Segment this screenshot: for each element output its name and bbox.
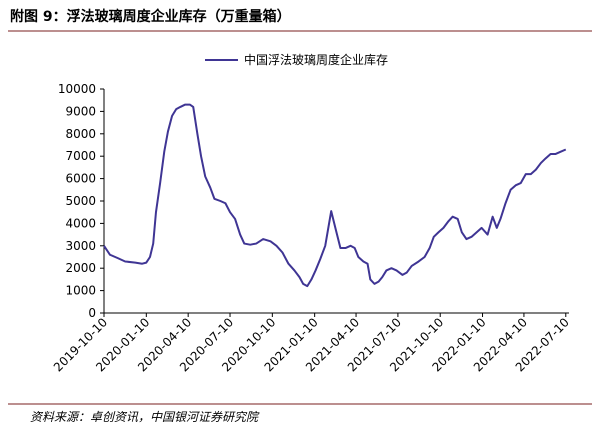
chart-title: 附图 9：浮法玻璃周度企业库存（万重量箱） <box>10 8 291 25</box>
source-note: 资料来源：卓创资讯，中国银河证券研究院 <box>30 410 260 424</box>
y-tick-label: 3000 <box>65 239 96 253</box>
data-line <box>103 103 567 288</box>
y-tick-label: 0 <box>88 306 96 320</box>
y-tick-label: 5000 <box>65 194 96 208</box>
y-tick-label: 7000 <box>65 149 96 163</box>
y-tick-label: 1000 <box>65 284 96 298</box>
y-tick-label: 2000 <box>65 261 96 275</box>
y-tick-label: 4000 <box>65 216 96 230</box>
y-tick-label: 10000 <box>58 82 96 96</box>
legend-label: 中国浮法玻璃周度企业库存 <box>244 52 388 67</box>
y-tick-label: 8000 <box>65 127 96 141</box>
y-tick-label: 9000 <box>65 104 96 118</box>
y-tick-label: 6000 <box>65 172 96 186</box>
